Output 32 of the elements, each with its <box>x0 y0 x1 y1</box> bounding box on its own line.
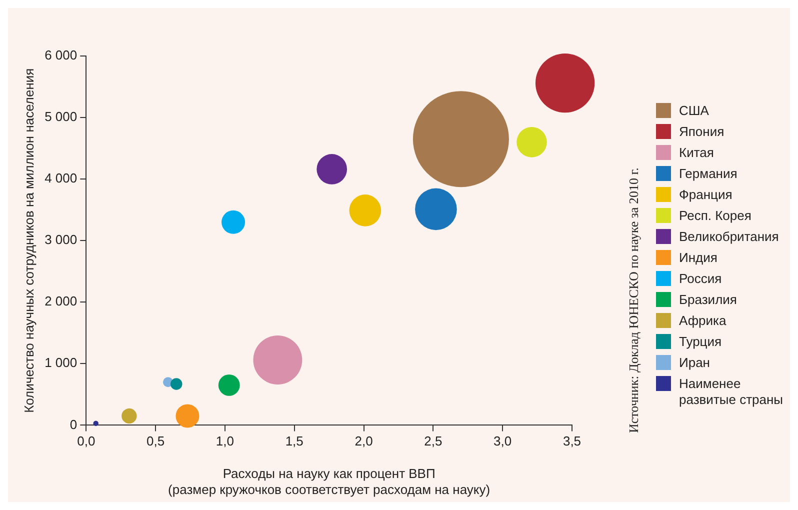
x-tick-label: 3,5 <box>562 434 582 449</box>
x-tick-label: 0,5 <box>146 434 165 449</box>
legend-label: США <box>679 103 710 119</box>
x-tick-label: 2,0 <box>354 434 373 449</box>
y-tick-label: 2 000 <box>44 294 78 309</box>
x-tick-label: 1,5 <box>285 434 304 449</box>
legend-label: Иран <box>679 355 711 371</box>
y-tick-label: 0 <box>70 416 78 432</box>
x-tick-label: 0,0 <box>77 434 96 449</box>
legend-label: Германия <box>679 166 738 182</box>
text: Источник: Доклад ЮНЕСКО по науке за 2010 г. <box>626 168 642 433</box>
legend-label: Великобритания <box>679 229 780 245</box>
y-tick-label: 1 000 <box>44 355 78 370</box>
y-tick-label: 3 000 <box>44 232 78 248</box>
y-tick-label: 4 000 <box>44 170 78 186</box>
y-axis-title: Количество научных сотрудников на миллион населения <box>21 68 36 413</box>
x-axis-title: Расходы на науку как процент ВВП (размер кружочков соответствует расходам на науку) <box>168 466 490 497</box>
legend-label: Россия <box>679 271 723 287</box>
legend-label: Япония <box>679 124 726 140</box>
legend-label: Турция <box>679 334 723 350</box>
legend-label: Индия <box>679 250 718 266</box>
y-tick-label: 5 000 <box>44 109 78 124</box>
legend-label: Бразилия <box>679 292 738 308</box>
legend-label: Франция <box>679 187 734 203</box>
legend-label: Китая <box>679 145 715 161</box>
legend-label: Респ. Корея <box>679 208 752 224</box>
x-tick-label: 3,0 <box>494 434 512 449</box>
legend-label: Наименее развитые страны <box>679 376 784 408</box>
x-tick-label: 1,0 <box>216 434 234 449</box>
legend-label: Африка <box>679 313 728 329</box>
x-tick-label: 2,5 <box>424 434 442 449</box>
y-tick-label: 6 000 <box>44 48 78 63</box>
